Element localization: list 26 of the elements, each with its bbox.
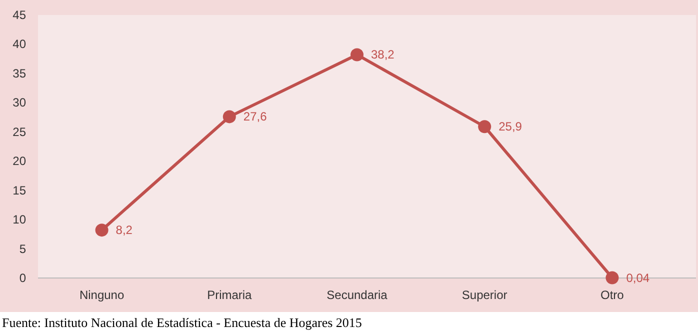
y-tick-label: 30 bbox=[12, 96, 26, 110]
y-tick-label: 15 bbox=[12, 183, 26, 198]
y-tick-label: 5 bbox=[19, 242, 26, 256]
x-tick-label: Primaria bbox=[207, 288, 252, 302]
y-tick-label: 45 bbox=[12, 8, 26, 22]
data-label: 38,2 bbox=[371, 48, 395, 62]
point bbox=[95, 224, 108, 237]
data-label: 0,04 bbox=[626, 270, 650, 285]
point bbox=[222, 110, 236, 124]
y-tick-label: 25 bbox=[12, 124, 26, 139]
y-tick-label: 40 bbox=[12, 37, 26, 52]
data-label: 8,2 bbox=[116, 223, 133, 238]
y-tick-label: 35 bbox=[12, 66, 26, 80]
x-tick-label: Otro bbox=[600, 288, 624, 302]
data-label: 27,6 bbox=[243, 110, 268, 124]
x-tick-label: Superior bbox=[462, 288, 508, 302]
y-tick-label: 20 bbox=[12, 154, 26, 168]
x-tick-label: Ninguno bbox=[79, 288, 124, 302]
y-tick-label: 10 bbox=[12, 212, 26, 227]
x-tick-label: Secundaria bbox=[326, 288, 388, 302]
y-tick-label: 0 bbox=[19, 271, 26, 285]
data-label: 25,9 bbox=[498, 120, 522, 134]
source-note: Fuente: Instituto Nacional de Estadística - Encuesta de Hogares 2015 bbox=[2, 315, 362, 330]
point bbox=[478, 120, 492, 134]
point bbox=[606, 271, 619, 284]
point bbox=[350, 48, 364, 62]
